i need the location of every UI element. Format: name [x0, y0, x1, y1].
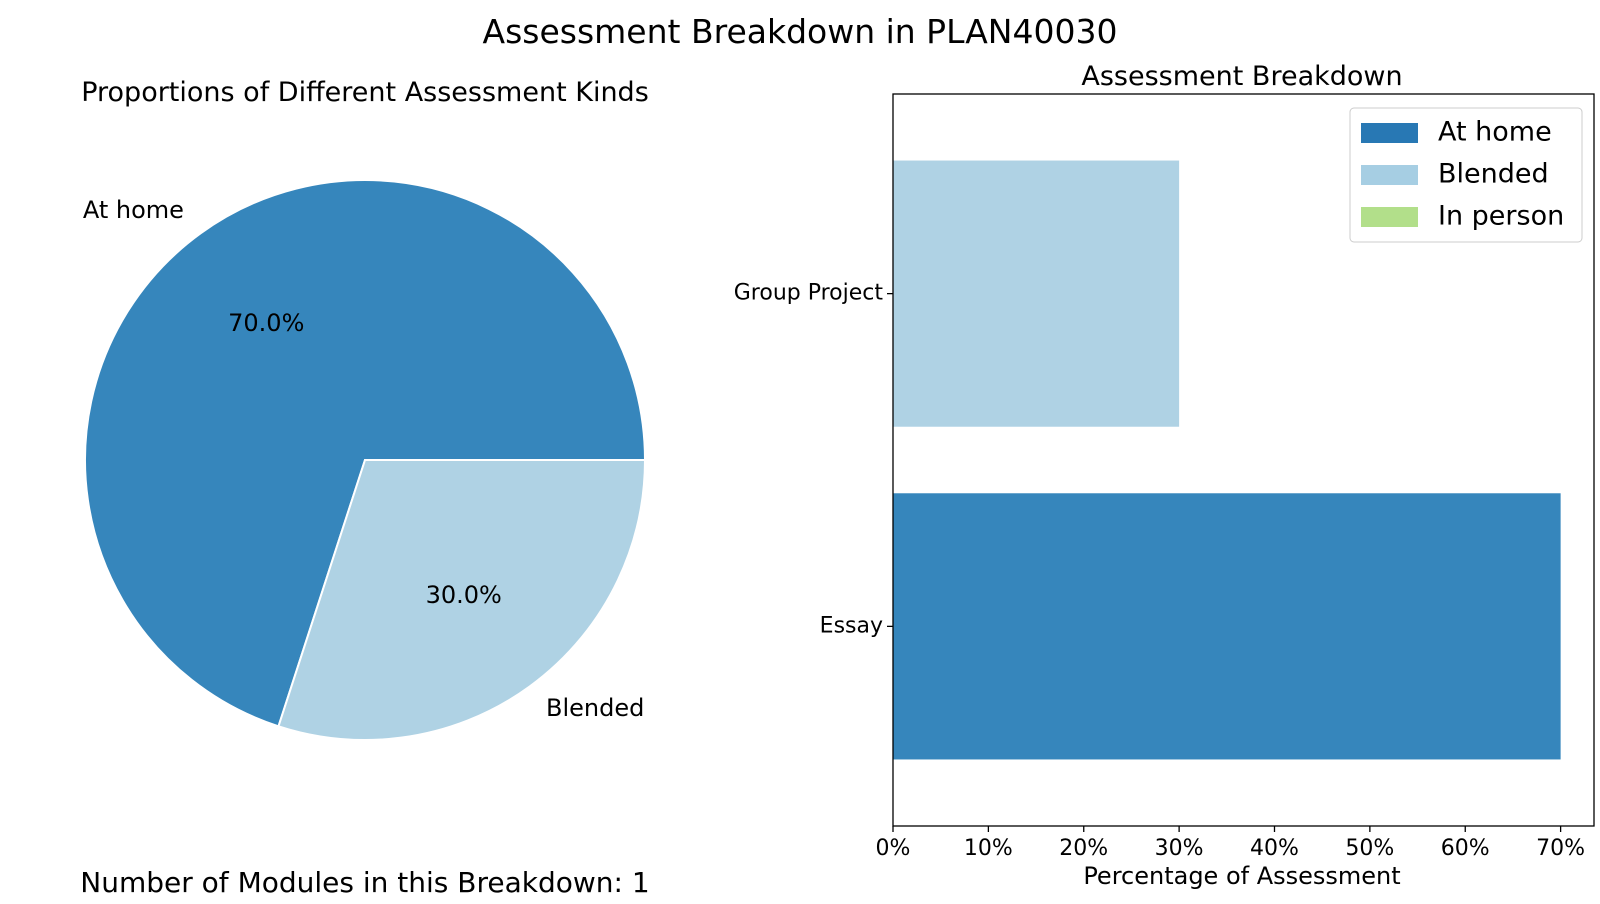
- x-tick-label-0: 0%: [876, 836, 911, 861]
- y-tick-label-essay: Essay: [820, 613, 883, 638]
- plot-frame: [892, 93, 1595, 827]
- x-axis-label: Percentage of Assessment: [1083, 862, 1400, 890]
- pie-title: Proportions of Different Assessment Kind…: [81, 77, 649, 108]
- pie-chart: Proportions of Different Assessment Kind…: [81, 77, 649, 741]
- legend-label-in-person: In person: [1438, 201, 1564, 232]
- pie-slice-at-home: [84, 179, 647, 728]
- bar-group-project-blended: [893, 160, 1180, 427]
- figure-title: Assessment Breakdown in PLAN40030: [483, 12, 1118, 51]
- y-axis: Essay Group Project: [734, 281, 893, 638]
- x-tick-label-20: 20%: [1059, 836, 1108, 861]
- legend-label-at-home: At home: [1438, 117, 1552, 148]
- x-tick-label-30: 30%: [1155, 836, 1204, 861]
- pie-labels: At home 70.0% Blended 30.0%: [83, 196, 644, 722]
- legend-swatch-in-person: [1361, 207, 1418, 227]
- x-axis: 0% 10% 20% 30% 40% 50% 60% 70%: [876, 826, 1585, 861]
- legend: At home Blended In person: [1349, 107, 1583, 243]
- pie-slice-blended: [277, 459, 647, 741]
- x-tick-label-70: 70%: [1536, 836, 1585, 861]
- bar-marks: [893, 160, 1561, 760]
- x-tick-label-50: 50%: [1345, 836, 1394, 861]
- pie-label-blended: Blended: [546, 694, 644, 722]
- pie-slices: [84, 179, 647, 741]
- x-tick-label-40: 40%: [1250, 836, 1299, 861]
- modules-count-text: Number of Modules in this Breakdown: 1: [80, 866, 649, 899]
- bar-title: Assessment Breakdown: [1081, 61, 1402, 92]
- legend-swatch-at-home: [1361, 123, 1418, 143]
- legend-label-blended: Blended: [1438, 159, 1549, 190]
- x-tick-label-10: 10%: [964, 836, 1013, 861]
- legend-swatch-blended: [1361, 165, 1418, 185]
- pie-label-at-home: At home: [83, 196, 184, 224]
- bar-essay-at-home: [893, 493, 1561, 760]
- y-tick-label-group-project: Group Project: [734, 281, 884, 306]
- pie-pct-at-home: 70.0%: [228, 309, 304, 337]
- x-tick-label-60: 60%: [1441, 836, 1490, 861]
- pie-pct-blended: 30.0%: [426, 581, 502, 609]
